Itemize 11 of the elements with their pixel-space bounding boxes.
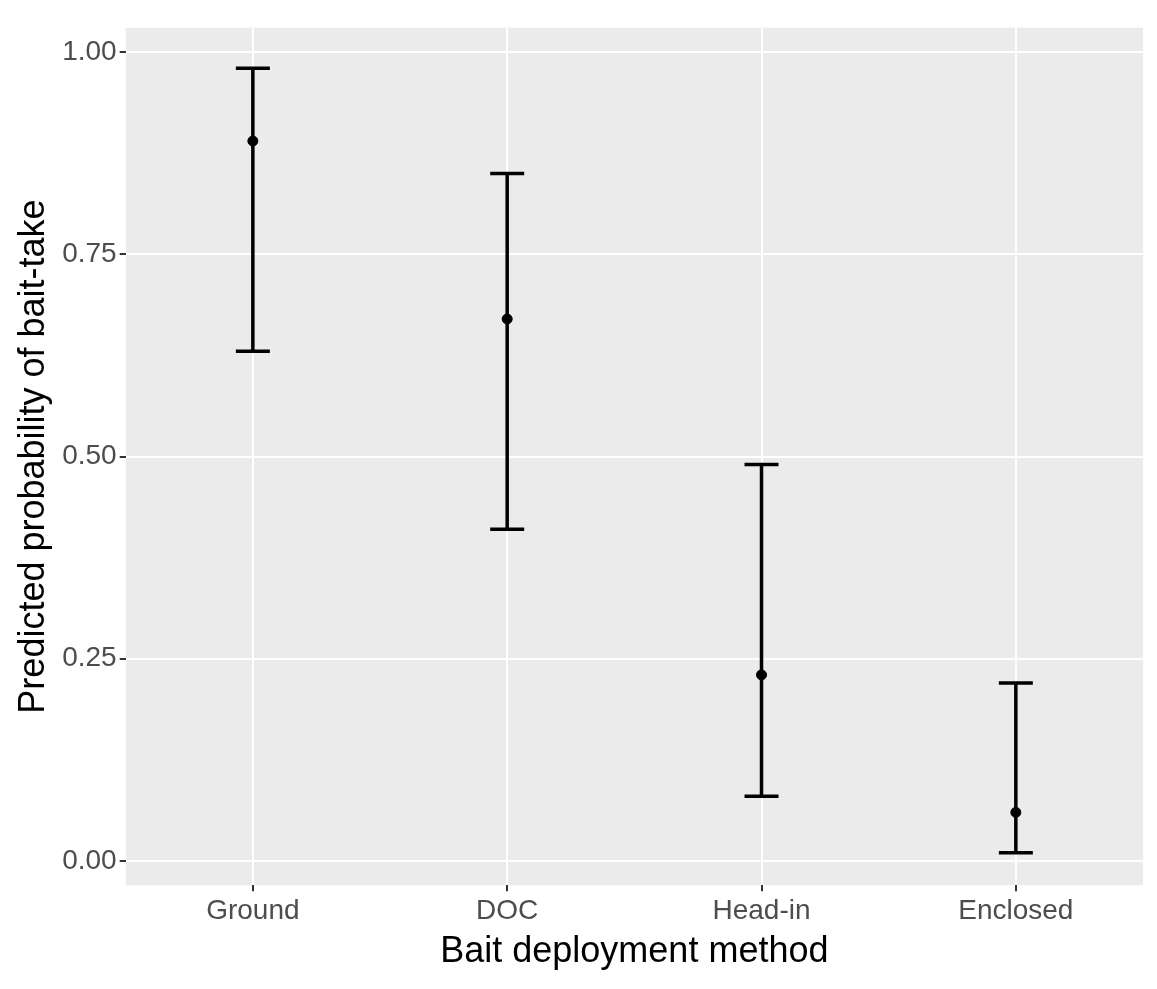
x-tick-label: Ground bbox=[206, 893, 300, 925]
x-tick-label: Enclosed bbox=[958, 893, 1074, 925]
x-tick-label: Head-in bbox=[712, 893, 811, 925]
x-tick-label: DOC bbox=[476, 893, 539, 925]
x-axis-title: Bait deployment method bbox=[440, 929, 829, 971]
y-tick-label: 0.00 bbox=[62, 843, 117, 875]
y-tick-label: 0.50 bbox=[62, 439, 117, 471]
y-tick-label: 1.00 bbox=[62, 34, 117, 66]
y-axis-title: Predicted probability of bait-take bbox=[10, 199, 52, 714]
y-tick-label: 0.25 bbox=[62, 641, 117, 673]
y-tick-label: 0.75 bbox=[62, 237, 117, 268]
